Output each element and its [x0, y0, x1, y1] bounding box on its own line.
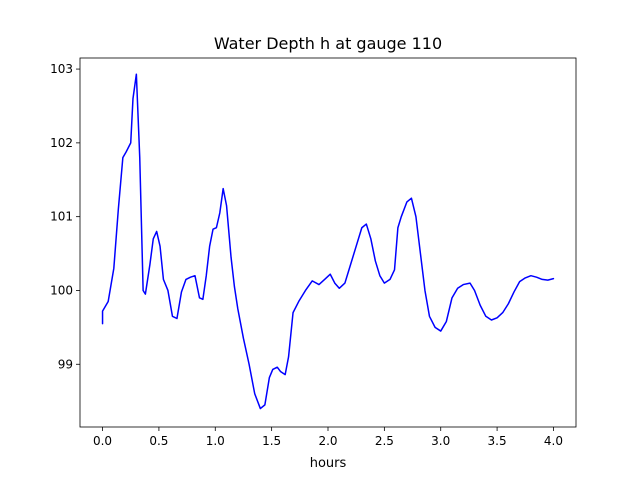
- y-tick-label: 100: [50, 283, 73, 297]
- x-tick-label: 4.0: [544, 434, 563, 448]
- x-tick-label: 3.5: [488, 434, 507, 448]
- chart-title: Water Depth h at gauge 110: [214, 34, 442, 53]
- x-tick-label: 1.0: [206, 434, 225, 448]
- x-tick-label: 0.0: [93, 434, 112, 448]
- y-tick-label: 101: [50, 210, 73, 224]
- x-tick-label: 1.5: [262, 434, 281, 448]
- x-tick-label: 3.0: [431, 434, 450, 448]
- y-tick-label: 102: [50, 136, 73, 150]
- plot-area: 0.0 0.5 1.0 1.5 2.0 2.5 3.0 3.5 4.0 99 100 101 102 10…: [50, 57, 577, 448]
- x-tick-label: 2.5: [375, 434, 394, 448]
- series-line-0: [101, 73, 555, 410]
- x-tick-label: 0.5: [149, 434, 168, 448]
- y-tick-label: 99: [58, 357, 73, 371]
- x-axis-label: hours: [310, 456, 347, 471]
- y-tick-label: 103: [50, 62, 73, 76]
- x-tick-label: 2.0: [318, 434, 337, 448]
